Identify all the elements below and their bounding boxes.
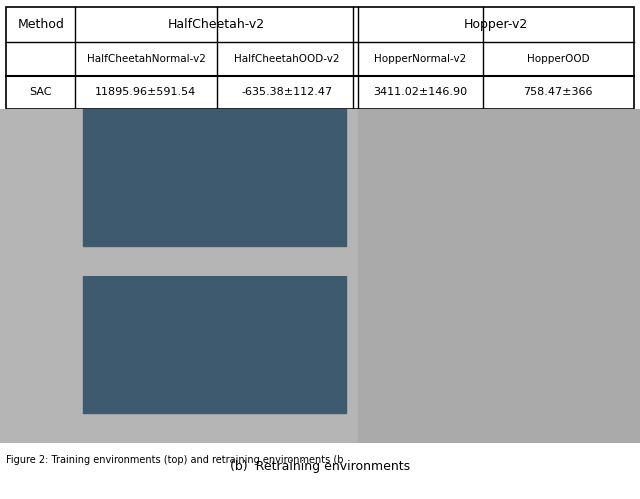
Text: HalfCheetahNormal-v2: HalfCheetahNormal-v2 — [86, 54, 205, 64]
Text: Figure 2: Training environments (top) and retraining environments (b: Figure 2: Training environments (top) an… — [6, 455, 344, 465]
Text: Method: Method — [17, 18, 65, 31]
Bar — [358, 276, 640, 443]
Text: -635.38±112.47: -635.38±112.47 — [241, 87, 333, 97]
Bar — [83, 276, 346, 413]
Text: (a)  Training environments: (a) Training environments — [237, 293, 403, 306]
Bar — [83, 109, 346, 246]
Text: 3411.02±146.90: 3411.02±146.90 — [373, 87, 467, 97]
Bar — [0, 109, 358, 276]
Text: (b)  Retraining environments: (b) Retraining environments — [230, 460, 410, 473]
Text: Table 1:  Average returns computed over 10: Table 1: Average returns computed over 1… — [190, 121, 450, 134]
Text: HalfCheetah-v2: HalfCheetah-v2 — [168, 18, 265, 31]
Text: SAC: SAC — [29, 87, 52, 97]
Bar — [358, 109, 640, 276]
Text: HalfCheetahOOD-v2: HalfCheetahOOD-v2 — [234, 54, 340, 64]
Bar — [0, 276, 358, 443]
Text: 758.47±366: 758.47±366 — [524, 87, 593, 97]
Text: HopperNormal-v2: HopperNormal-v2 — [374, 54, 467, 64]
Text: Hopper-v2: Hopper-v2 — [463, 18, 528, 31]
Text: HopperOOD: HopperOOD — [527, 54, 589, 64]
Text: 11895.96±591.54: 11895.96±591.54 — [95, 87, 196, 97]
